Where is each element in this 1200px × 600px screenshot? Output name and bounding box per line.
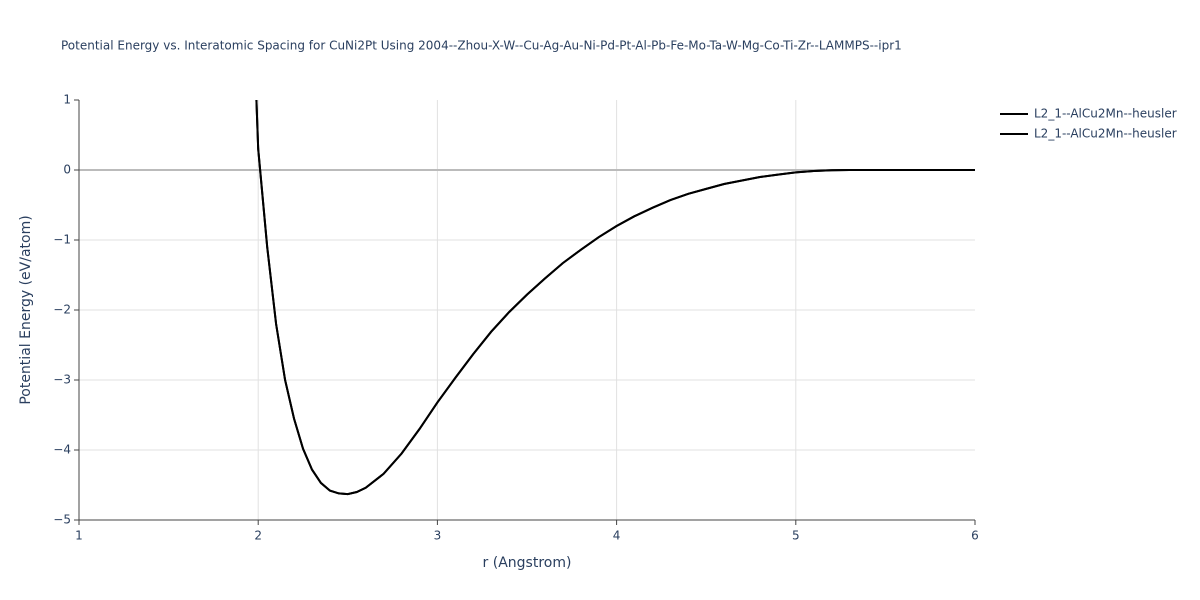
y-tick-label: −4 — [53, 443, 71, 457]
y-tick-label: 1 — [63, 93, 71, 107]
y-tick-label: −1 — [53, 233, 71, 247]
x-tick-label: 4 — [613, 529, 621, 543]
y-tick-label: 0 — [63, 163, 71, 177]
series-line — [255, 99, 975, 496]
chart-title: Potential Energy vs. Interatomic Spacing… — [61, 39, 902, 53]
x-tick-label: 5 — [792, 529, 800, 543]
x-tick-label: 2 — [254, 529, 262, 543]
y-tick-label: −3 — [53, 373, 71, 387]
x-tick-label: 3 — [434, 529, 442, 543]
x-axis-title: r (Angstrom) — [483, 555, 572, 571]
legend-label: L2_1--AlCu2Mn--heusler — [1034, 127, 1177, 141]
y-tick-label: −5 — [53, 513, 71, 527]
y-tick-label: −2 — [53, 303, 71, 317]
y-axis-title: Potential Energy (eV/atom) — [18, 215, 34, 404]
series-line — [255, 99, 975, 496]
x-tick-label: 1 — [75, 529, 83, 543]
x-tick-label: 6 — [971, 529, 979, 543]
legend-label: L2_1--AlCu2Mn--heusler — [1034, 107, 1177, 121]
